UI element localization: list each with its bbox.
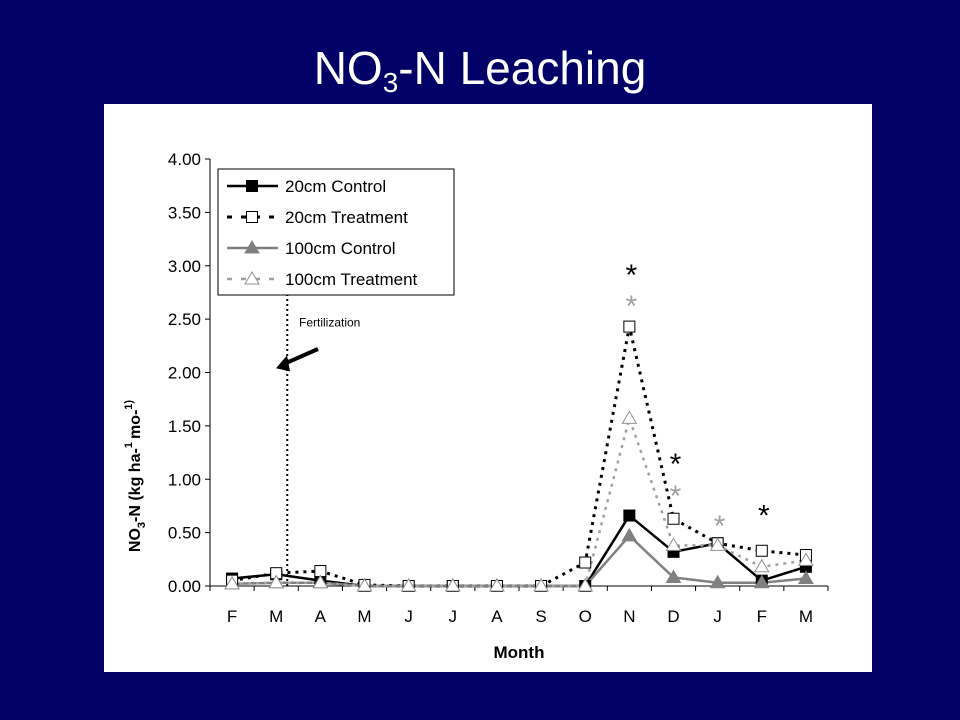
series-line-2 — [232, 534, 807, 588]
y-tick-label: 3.50 — [168, 203, 201, 222]
fertilization-arrow-head — [276, 355, 290, 372]
y-tick-label: 0.00 — [168, 577, 201, 596]
legend-label-3: 100cm Treatment — [285, 270, 418, 289]
significance-asterisk: * — [670, 448, 682, 481]
y-axis-label-part: 1) — [123, 400, 135, 410]
series-point-2 — [709, 574, 726, 589]
x-tick-label: D — [667, 607, 679, 626]
y-tick-label: 0.50 — [168, 524, 201, 543]
series-point-2 — [798, 570, 814, 585]
x-tick-label: M — [269, 607, 283, 626]
y-axis-label-part: 3 — [136, 522, 148, 528]
series-point-3 — [665, 537, 682, 551]
series-point-0 — [623, 509, 636, 522]
series-point-3 — [798, 552, 814, 566]
series-point-3 — [621, 410, 638, 424]
y-axis-label-part: -N (kg ha- — [127, 448, 144, 522]
significance-asterisk: * — [714, 510, 726, 543]
significance-asterisk: * — [626, 259, 638, 292]
legend-marker-0 — [246, 180, 258, 192]
chart-panel: NO3-N (kg ha-1 mo-1) Month 0.00 0.50 1.00 1… — [104, 104, 872, 672]
x-tick-label: M — [357, 607, 371, 626]
x-axis-label: Month — [494, 643, 545, 662]
y-tick-label: 1.50 — [168, 417, 201, 436]
series-point-1 — [755, 544, 768, 557]
significance-asterisk: * — [670, 480, 682, 513]
series-point-3 — [533, 578, 549, 592]
legend: 20cm Control 20cm Treatment 100cm Control 1… — [217, 168, 455, 296]
x-tick-label: F — [757, 607, 767, 626]
x-tick-label: A — [315, 607, 327, 626]
y-tick-label: 2.00 — [168, 364, 201, 383]
fertilization-label: Fertilization — [299, 316, 360, 330]
series-point-1 — [667, 512, 680, 525]
series-point-3 — [709, 537, 726, 551]
y-axis-label: NO3-N (kg ha-1 mo-1) — [123, 400, 148, 553]
x-tick-label: J — [713, 607, 722, 626]
x-tick-label: A — [491, 607, 503, 626]
series-point-3 — [312, 574, 329, 589]
title-main: NO — [313, 42, 383, 94]
series-point-3 — [224, 575, 240, 590]
fertilization-arrow-shaft — [283, 347, 319, 366]
legend-label-0: 20cm Control — [285, 177, 386, 196]
x-tick-label: N — [623, 607, 635, 626]
y-tick-label: 2.50 — [168, 310, 201, 329]
y-tick-label: 3.00 — [168, 257, 201, 276]
title-rest: -N Leaching — [398, 42, 647, 94]
slide-title: NO3-N Leaching — [0, 38, 960, 113]
x-tick-label: F — [227, 607, 237, 626]
title-subscript: 3 — [382, 67, 399, 98]
significance-asterisk: * — [758, 499, 770, 532]
series-point-2 — [665, 569, 682, 583]
series-point-3 — [268, 574, 285, 589]
legend-label-2: 100cm Control — [285, 239, 396, 258]
y-tick-label: 4.00 — [168, 150, 201, 169]
series-point-2 — [621, 527, 638, 542]
series-point-2 — [753, 574, 770, 589]
x-tick-label: J — [404, 607, 413, 626]
legend-marker-1 — [246, 211, 258, 223]
significance-asterisk: * — [626, 290, 638, 323]
x-tick-label: J — [449, 607, 458, 626]
legend-label-1: 20cm Treatment — [285, 208, 408, 227]
series-point-3 — [489, 578, 505, 592]
series-point-1 — [579, 556, 592, 569]
y-tick-label: 1.00 — [168, 470, 201, 489]
x-tick-label: S — [535, 607, 546, 626]
y-axis-label-part: NO — [127, 528, 144, 552]
series-point-3 — [577, 578, 594, 592]
y-axis-label-part: mo- — [127, 410, 144, 439]
x-tick-label: O — [579, 607, 592, 626]
legend-marker-3 — [244, 271, 260, 285]
series-point-3 — [356, 578, 373, 592]
series-line-3 — [232, 414, 807, 588]
y-axis-label-part: 1 — [123, 439, 135, 448]
series-point-3 — [753, 558, 770, 573]
legend-marker-2 — [244, 240, 260, 254]
series-point-3 — [444, 578, 461, 592]
chart-svg: NO3-N (kg ha-1 mo-1) Month 0.000.501.001… — [123, 150, 829, 662]
series-point-1 — [623, 320, 636, 333]
series-point-3 — [400, 578, 417, 592]
x-tick-label: M — [799, 607, 813, 626]
